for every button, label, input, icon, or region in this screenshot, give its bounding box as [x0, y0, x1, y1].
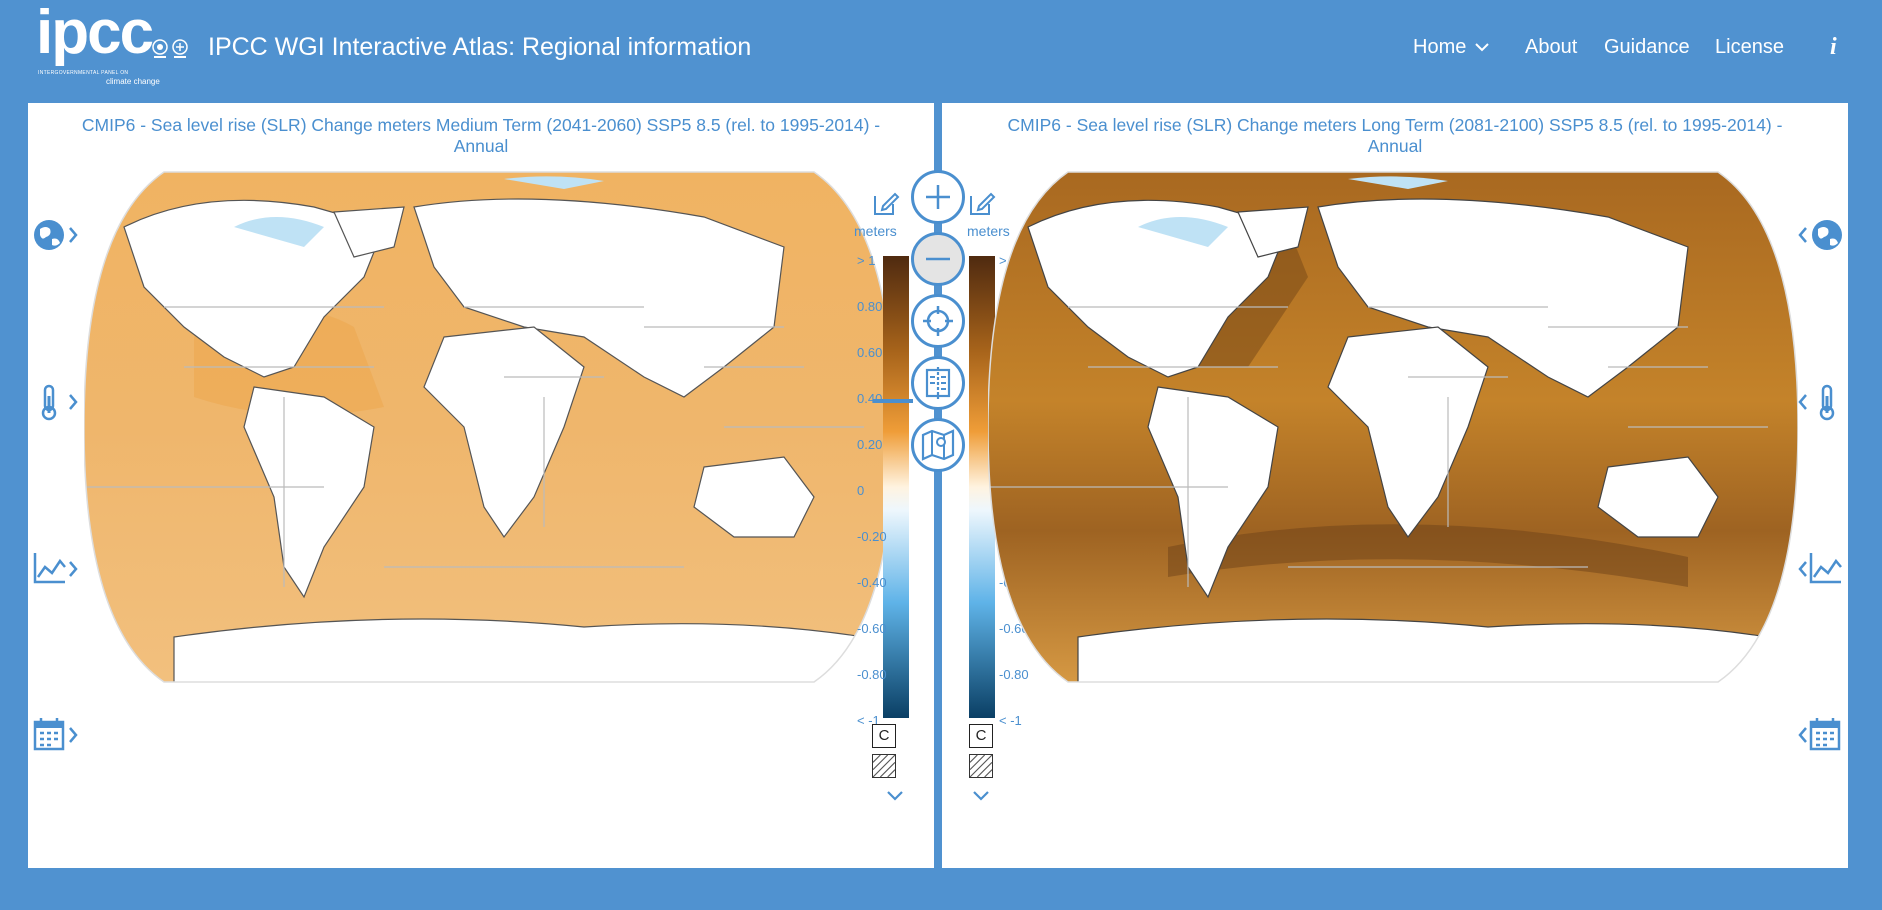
colorbar-tick: 0 [857, 483, 865, 498]
app-header: ipcc INTERGOVERNMENTAL PANEL ON climate … [0, 0, 1882, 100]
colorbar-tick: 0.20 [857, 437, 883, 452]
hatching-toggle-left[interactable] [872, 754, 896, 778]
zoom-out-icon [926, 257, 950, 261]
globe-icon [1798, 220, 1842, 250]
region-selector-button[interactable] [32, 215, 84, 255]
colorbar-tick: > 1 [857, 253, 876, 268]
map-panel-left: CMIP6 - Sea level rise (SLR) Change mete… [28, 103, 934, 868]
chart-button[interactable] [1792, 549, 1844, 589]
map-controls [911, 170, 967, 480]
zoom-in-icon [926, 185, 950, 209]
colorbar-tick: -0.20 [857, 529, 887, 544]
chart-button[interactable] [32, 549, 84, 589]
line-chart-icon [33, 553, 78, 584]
colorbar-tick: < -1 [999, 713, 1022, 728]
variable-selector-button[interactable] [1792, 382, 1844, 422]
nav-about[interactable]: About [1525, 36, 1578, 58]
nav-home-label: Home [1413, 36, 1467, 58]
variable-selector-button[interactable] [32, 382, 84, 422]
logo-wordmark: ipcc [36, 0, 154, 67]
thermometer-icon [41, 384, 78, 421]
map-left[interactable] [84, 167, 894, 687]
colorbar-tick: -0.60 [857, 621, 887, 636]
locate-icon [923, 306, 953, 336]
value-marker-left [873, 399, 913, 403]
panel-title-left-line2: Annual [453, 136, 509, 156]
locate-button[interactable] [911, 294, 965, 348]
edit-legend-button[interactable] [871, 188, 901, 218]
nav-license[interactable]: License [1715, 36, 1784, 58]
edit-legend-button[interactable] [967, 188, 997, 218]
period-selector-button[interactable] [1792, 715, 1844, 755]
zoom-out-button[interactable] [911, 232, 965, 286]
ipcc-logo[interactable]: ipcc INTERGOVERNMENTAL PANEL ON climate … [36, 2, 160, 87]
line-chart-icon [1798, 553, 1842, 584]
panel-title-right-line1: CMIP6 - Sea level rise (SLR) Change mete… [1007, 115, 1783, 135]
map-pin-icon [921, 429, 955, 461]
chevron-down-icon[interactable] [969, 788, 993, 804]
calendar-icon [1798, 718, 1841, 751]
edit-icon [970, 192, 996, 215]
colorbar-tick: 0.60 [857, 345, 883, 360]
chevron-down-icon[interactable] [883, 788, 907, 804]
info-button[interactable]: i [1830, 34, 1837, 60]
period-selector-button[interactable] [32, 715, 84, 755]
logo-subtitle: INTERGOVERNMENTAL PANEL ON [38, 70, 129, 76]
map-layers-button[interactable] [911, 418, 965, 472]
hatching-toggle-right[interactable] [969, 754, 993, 778]
region-selector-button[interactable] [1792, 215, 1844, 255]
edit-icon [874, 192, 900, 215]
nav-home[interactable]: Home [1413, 36, 1490, 59]
colorbar-tick: -0.80 [999, 667, 1029, 682]
colorbar-tick: -0.40 [857, 575, 887, 590]
globe-icon [34, 220, 78, 250]
map-panel-right: CMIP6 - Sea level rise (SLR) Change mete… [942, 103, 1848, 868]
panel-title-right: CMIP6 - Sea level rise (SLR) Change mete… [942, 115, 1848, 157]
compare-icon [925, 367, 951, 399]
colorbar-unit-right: meters [967, 223, 1010, 239]
calendar-icon [33, 718, 78, 751]
wmo-unep-logo-icon [152, 39, 188, 58]
colorbar-tick: -0.80 [857, 667, 887, 682]
panel-divider[interactable] [934, 103, 942, 868]
panel-title-right-line2: Annual [1367, 136, 1423, 156]
app-title: IPCC WGI Interactive Atlas: Regional inf… [208, 33, 752, 61]
panel-title-left: CMIP6 - Sea level rise (SLR) Change mete… [28, 115, 934, 157]
nav-guidance[interactable]: Guidance [1604, 36, 1690, 58]
thermometer-icon [1798, 384, 1835, 421]
colorbar-tick: 0.80 [857, 299, 883, 314]
panel-title-left-line1: CMIP6 - Sea level rise (SLR) Change mete… [81, 115, 881, 135]
colorbar-left [883, 256, 909, 718]
map-right[interactable] [988, 167, 1798, 687]
chevron-down-icon [1475, 43, 1489, 52]
zoom-in-button[interactable] [911, 170, 965, 224]
contour-toggle-right[interactable]: C [969, 724, 993, 748]
contour-toggle-left[interactable]: C [872, 724, 896, 748]
colorbar-unit-left: meters [854, 223, 897, 239]
logo-subtitle-2: climate change [106, 77, 160, 86]
compare-button[interactable] [911, 356, 965, 410]
